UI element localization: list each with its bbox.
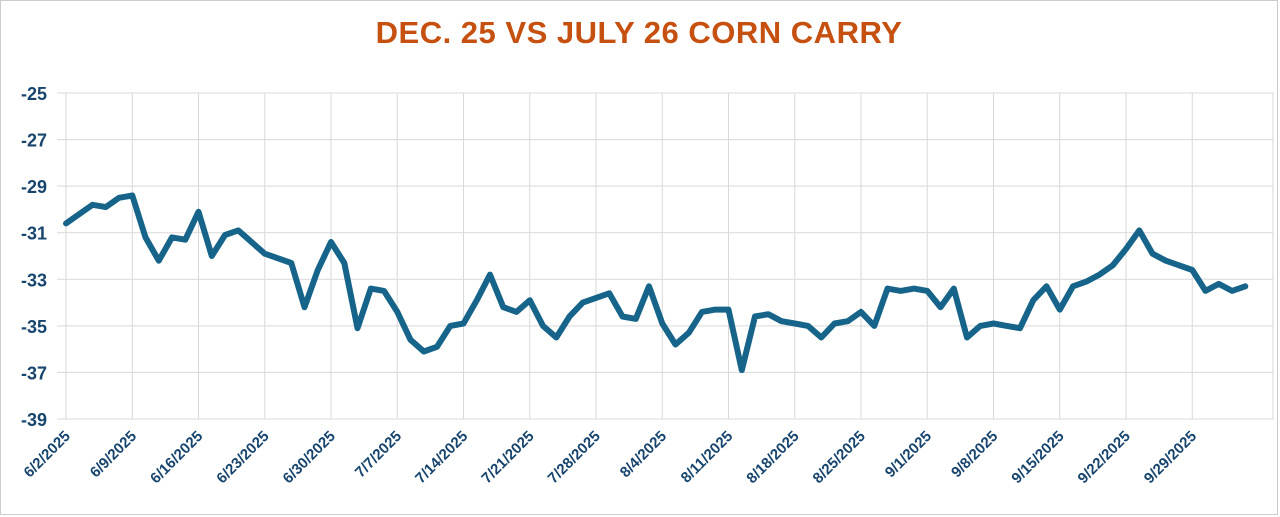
x-axis-tick-label: 9/15/2025 [1008,428,1067,487]
x-axis-tick-label: 8/25/2025 [810,428,869,487]
x-axis-tick-label: 6/23/2025 [213,428,272,487]
x-axis-tick-label: 8/11/2025 [678,428,737,487]
x-axis-tick-label: 7/21/2025 [478,428,537,487]
x-axis-tick-label: 7/28/2025 [545,428,604,487]
x-axis-tick-label: 9/29/2025 [1141,428,1200,487]
y-axis-tick-label: -37 [21,363,47,383]
x-axis-tick-label: 6/2/2025 [21,428,74,481]
y-axis-tick-label: -29 [21,177,47,197]
x-axis-tick-label: 8/18/2025 [743,428,802,487]
y-axis-tick-label: -33 [21,270,47,290]
x-axis-tick-label: 6/9/2025 [87,428,140,481]
x-axis-tick-label: 7/7/2025 [352,428,405,481]
x-axis-tick-label: 6/30/2025 [280,428,339,487]
y-axis-tick-label: -27 [21,131,47,151]
x-axis-tick-label: 8/4/2025 [617,428,670,481]
x-axis-tick-label: 9/8/2025 [948,428,1001,481]
x-axis-tick-label: 7/14/2025 [412,428,471,487]
x-axis-tick-label: 9/1/2025 [882,428,935,481]
y-axis-tick-label: -35 [21,317,47,337]
chart-title: DEC. 25 VS JULY 26 CORN CARRY [375,15,903,50]
y-axis-tick-label: -25 [21,84,47,104]
x-axis-tick-label: 6/16/2025 [147,428,206,487]
x-axis-tick-label: 9/22/2025 [1075,428,1134,487]
y-axis-tick-label: -31 [21,224,47,244]
y-axis-tick-label: -39 [21,410,47,430]
carry-series-line [63,192,1249,374]
